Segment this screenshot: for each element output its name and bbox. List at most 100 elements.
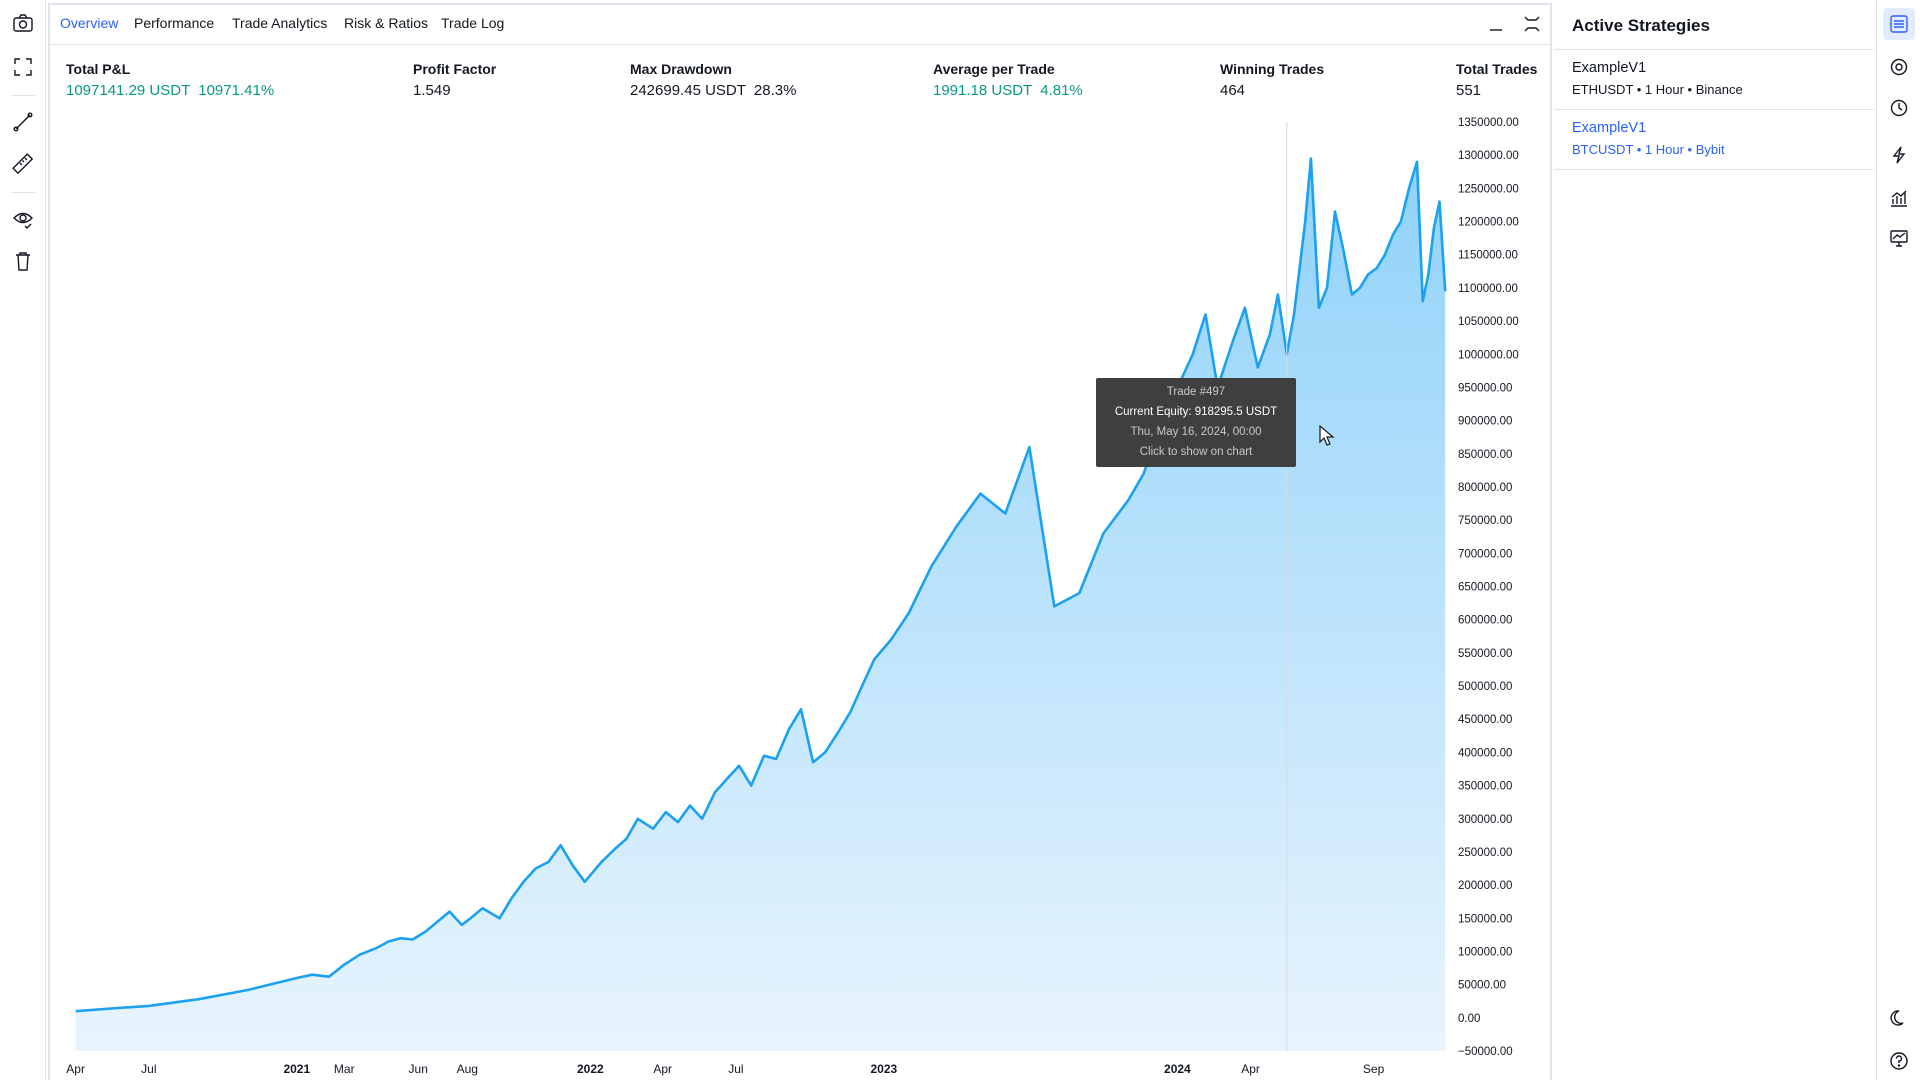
- chart-tooltip[interactable]: Trade #497 Current Equity: 918295.5 USDT…: [1096, 378, 1296, 467]
- x-tick-label: 2022: [577, 1062, 604, 1076]
- equity-chart[interactable]: 1350000.00 1300000.00 1250000.00 1200000.00…: [50, 5, 1550, 1080]
- x-tick-label: Sep: [1363, 1062, 1385, 1076]
- trash-icon[interactable]: [8, 246, 38, 276]
- y-tick-label: 350000.00: [1458, 781, 1512, 793]
- cursor-icon: [1319, 424, 1335, 452]
- y-tick-label: 1200000.00: [1458, 217, 1519, 229]
- moon-icon[interactable]: [1883, 1002, 1915, 1034]
- y-tick-label: 450000.00: [1458, 714, 1512, 726]
- collapse-icon[interactable]: [1521, 13, 1543, 35]
- clock-icon[interactable]: [1883, 92, 1915, 124]
- strategy-name: ExampleV1: [1572, 60, 1647, 76]
- stat-profit-factor: Profit Factor 1.549: [413, 61, 496, 99]
- stat-winning-trades: Winning Trades 464: [1220, 61, 1324, 99]
- stat-label: Max Drawdown: [630, 61, 732, 77]
- y-tick-label: 800000.00: [1458, 482, 1512, 494]
- divider: [1554, 49, 1874, 50]
- stat-percent: 28.3%: [753, 82, 797, 99]
- y-tick-label: 300000.00: [1458, 814, 1512, 826]
- y-tick-label: 0.00: [1458, 1013, 1480, 1025]
- y-tick-label: 650000.00: [1458, 582, 1512, 594]
- right-toolbar: [1876, 0, 1920, 1080]
- tab-bar: Overview Performance Trade Analytics Ris…: [50, 5, 1550, 45]
- stat-label: Average per Trade: [933, 61, 1055, 77]
- x-tick-label: 2021: [283, 1062, 310, 1076]
- fullscreen-icon[interactable]: [8, 52, 38, 82]
- stat-label: Total Trades: [1456, 61, 1538, 77]
- y-tick-label: 1000000.00: [1458, 349, 1519, 361]
- stat-percent: 10971.41%: [198, 82, 275, 99]
- y-tick-label: 600000.00: [1458, 615, 1512, 627]
- x-tick-label: Jul: [141, 1062, 156, 1076]
- y-tick-label: 1250000.00: [1458, 183, 1519, 195]
- y-tick-label: 1150000.00: [1458, 250, 1518, 262]
- stat-value: 242699.45 USDT 28.3%: [630, 82, 796, 99]
- stat-total-trades: Total Trades 551: [1456, 61, 1537, 99]
- equity-area: [75, 158, 1446, 1051]
- tab-trade-log[interactable]: Trade Log: [441, 15, 505, 31]
- chart-icon[interactable]: [1883, 182, 1915, 214]
- tab-performance[interactable]: Performance: [134, 15, 215, 31]
- stat-label: Total P&L: [66, 61, 131, 77]
- x-tick-label: 2023: [871, 1062, 898, 1076]
- stat-label: Profit Factor: [413, 61, 497, 77]
- trend-line-icon[interactable]: [8, 107, 38, 137]
- tab-overview[interactable]: Overview: [60, 15, 119, 31]
- stat-amount: 242699.45 USDT: [630, 82, 746, 99]
- eye-icon[interactable]: [8, 204, 38, 234]
- y-tick-label: 250000.00: [1458, 847, 1512, 859]
- strategies-title: Active Strategies: [1572, 16, 1710, 35]
- y-tick-label: 50000.00: [1458, 980, 1506, 992]
- stat-value: 551: [1456, 82, 1482, 99]
- stat-label: Winning Trades: [1220, 61, 1325, 77]
- y-tick-label: 900000.00: [1458, 416, 1512, 428]
- y-tick-label: 150000.00: [1458, 913, 1512, 925]
- x-tick-label: Apr: [1241, 1062, 1260, 1076]
- y-tick-label: 850000.00: [1458, 449, 1512, 461]
- y-tick-label: 500000.00: [1458, 681, 1512, 693]
- gear-icon[interactable]: [1883, 51, 1915, 83]
- y-tick-label: 400000.00: [1458, 747, 1512, 759]
- stat-value: 1097141.29 USDT 10971.41%: [66, 82, 274, 99]
- tooltip-trade: Trade #497: [1166, 386, 1226, 398]
- y-tick-label: −50000.00: [1458, 1046, 1513, 1058]
- y-tick-label: 1350000.00: [1458, 117, 1519, 129]
- x-tick-label: 2024: [1164, 1062, 1191, 1076]
- tooltip-hint: Click to show on chart: [1139, 446, 1253, 458]
- y-tick-label: 750000.00: [1458, 515, 1512, 527]
- y-tick-label: 100000.00: [1458, 946, 1512, 958]
- strategies-panel: Active Strategies ExampleV1 ETHUSDT • 1 …: [1554, 0, 1874, 1080]
- strategy-meta: BTCUSDT • 1 Hour • Bybit: [1572, 142, 1725, 157]
- tab-risk-ratios[interactable]: Risk & Ratios: [344, 15, 429, 31]
- x-tick-label: Jun: [409, 1062, 428, 1076]
- stat-amount: 1097141.29 USDT: [66, 82, 191, 99]
- help-icon[interactable]: [1883, 1045, 1915, 1077]
- stat-value: 1.549: [413, 82, 451, 99]
- strategy-meta: ETHUSDT • 1 Hour • Binance: [1572, 82, 1743, 97]
- toolbar-divider: [11, 95, 35, 96]
- y-tick-label: 200000.00: [1458, 880, 1512, 892]
- x-tick-label: Apr: [66, 1062, 85, 1076]
- toolbar-divider: [11, 192, 35, 193]
- ruler-icon[interactable]: [8, 149, 38, 179]
- tab-trade-analytics[interactable]: Trade Analytics: [232, 15, 328, 31]
- monitor-chart-icon[interactable]: [1883, 222, 1915, 254]
- strategy-item-selected[interactable]: ExampleV1 BTCUSDT • 1 Hour • Bybit: [1554, 110, 1874, 168]
- lightning-icon[interactable]: [1883, 139, 1915, 171]
- y-tick-label: 950000.00: [1458, 382, 1512, 394]
- x-tick-label: Jul: [728, 1062, 743, 1076]
- y-tick-label: 1300000.00: [1458, 150, 1519, 162]
- list-icon[interactable]: [1883, 8, 1915, 40]
- x-tick-label: Apr: [653, 1062, 672, 1076]
- divider: [1554, 169, 1874, 170]
- strategy-item[interactable]: ExampleV1 ETHUSDT • 1 Hour • Binance: [1554, 50, 1874, 108]
- strategy-name: ExampleV1: [1572, 120, 1647, 136]
- main-panel: Overview Performance Trade Analytics Ris…: [48, 3, 1552, 1080]
- y-tick-label: 550000.00: [1458, 648, 1512, 660]
- tooltip-date: Thu, May 16, 2024, 00:00: [1130, 426, 1262, 438]
- stat-amount: 1991.18 USDT: [933, 82, 1033, 99]
- minimize-icon[interactable]: [1485, 13, 1507, 35]
- divider: [1554, 109, 1874, 110]
- stat-percent: 4.81%: [1040, 82, 1083, 99]
- camera-icon[interactable]: [8, 8, 38, 38]
